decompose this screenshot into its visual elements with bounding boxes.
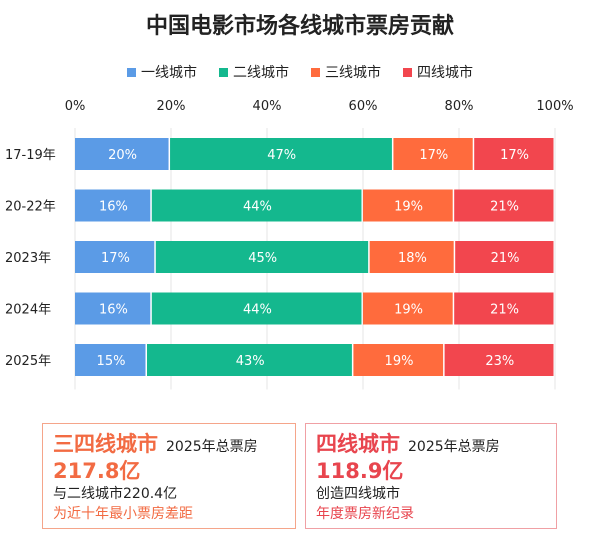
- callout-subtitle: 2025年总票房: [166, 439, 258, 455]
- bar-segment: [474, 138, 554, 170]
- bar-segment: [170, 138, 392, 170]
- legend-label: 二线城市: [233, 65, 289, 81]
- x-tick-label: 0%: [65, 99, 86, 114]
- legend-item: 一线城市: [127, 62, 197, 82]
- bar-segment: [75, 189, 151, 222]
- callout-value: 118.9亿: [316, 459, 404, 483]
- bar-segment: [363, 189, 453, 222]
- bar-segment: [444, 344, 554, 376]
- bar-segment: [393, 138, 473, 170]
- data-label: 17%: [419, 148, 448, 163]
- y-tick-label: 20-22年: [5, 200, 56, 215]
- legend-label: 四线城市: [417, 65, 473, 81]
- data-label: 19%: [394, 200, 423, 215]
- legend-item: 三线城市: [311, 62, 381, 82]
- legend-label: 一线城市: [141, 65, 197, 81]
- callout-highlight: 三四线城市: [53, 432, 158, 456]
- data-label: 47%: [267, 148, 296, 163]
- data-label: 23%: [485, 354, 514, 369]
- legend-swatch: [403, 67, 412, 77]
- data-label: 43%: [236, 354, 265, 369]
- bar-segment: [75, 138, 169, 170]
- x-tick-label: 100%: [536, 99, 573, 114]
- data-label: 16%: [99, 303, 128, 318]
- data-label: 20%: [108, 148, 137, 163]
- callout-line1: 与二线城市220.4亿: [53, 486, 178, 502]
- data-label: 16%: [99, 200, 128, 215]
- legend-item: 四线城市: [403, 62, 473, 82]
- bar-segment: [155, 241, 369, 273]
- data-label: 44%: [243, 200, 272, 215]
- data-label: 18%: [398, 251, 427, 266]
- y-tick-label: 17-19年: [5, 148, 56, 163]
- bar-segment: [454, 292, 554, 325]
- callout-line2: 为近十年最小票房差距: [53, 506, 193, 522]
- callout-subtitle: 2025年总票房: [408, 439, 500, 455]
- y-tick-label: 2023年: [5, 251, 51, 266]
- callout-line2: 年度票房新纪录: [316, 506, 414, 522]
- data-label: 45%: [248, 251, 277, 266]
- x-tick-label: 60%: [349, 99, 378, 114]
- bar-segment: [455, 241, 554, 273]
- legend-swatch: [311, 67, 320, 77]
- bar-segment: [151, 189, 362, 222]
- callout-highlight: 四线城市: [316, 432, 400, 456]
- data-label: 15%: [97, 354, 126, 369]
- bar-segment: [369, 241, 454, 273]
- legend: 一线城市 二线城市 三线城市 四线城市: [0, 62, 600, 82]
- data-label: 21%: [490, 303, 519, 318]
- x-tick-label: 20%: [157, 99, 186, 114]
- y-tick-label: 2024年: [5, 303, 51, 318]
- bar-segment: [75, 344, 146, 376]
- data-label: 44%: [243, 303, 272, 318]
- data-label: 17%: [101, 251, 130, 266]
- bar-segment: [75, 241, 155, 273]
- callout-line1: 创造四线城市: [316, 486, 400, 502]
- data-label: 21%: [490, 200, 519, 215]
- legend-label: 三线城市: [325, 65, 381, 81]
- callout-value: 217.8亿: [53, 459, 141, 483]
- bar-chart: 0% 20% 40% 60% 80% 100% 17-19年 20% 47% 17% 17% 20-2…: [5, 99, 574, 390]
- data-label: 17%: [500, 148, 529, 163]
- data-label: 19%: [385, 354, 414, 369]
- data-label: 19%: [394, 303, 423, 318]
- bar-segment: [75, 292, 151, 325]
- bar-segment: [147, 344, 352, 376]
- legend-swatch: [219, 67, 228, 77]
- x-tick-label: 40%: [253, 99, 282, 114]
- bar-segment: [151, 292, 362, 325]
- data-label: 21%: [491, 251, 520, 266]
- x-tick-label: 80%: [445, 99, 474, 114]
- callout-box-tier4: 四线城市 2025年总票房 118.9亿 创造四线城市 年度票房新纪录: [305, 423, 557, 529]
- legend-item: 二线城市: [219, 62, 289, 82]
- callout-box-tier3-4: 三四线城市 2025年总票房 217.8亿 与二线城市220.4亿 为近十年最小票…: [42, 423, 296, 529]
- bar-segment: [454, 189, 554, 222]
- chart-title: 中国电影市场各线城市票房贡献: [145, 14, 454, 39]
- y-tick-label: 2025年: [5, 354, 51, 369]
- legend-swatch: [127, 67, 136, 77]
- bar-segment: [353, 344, 444, 376]
- bar-segment: [363, 292, 453, 325]
